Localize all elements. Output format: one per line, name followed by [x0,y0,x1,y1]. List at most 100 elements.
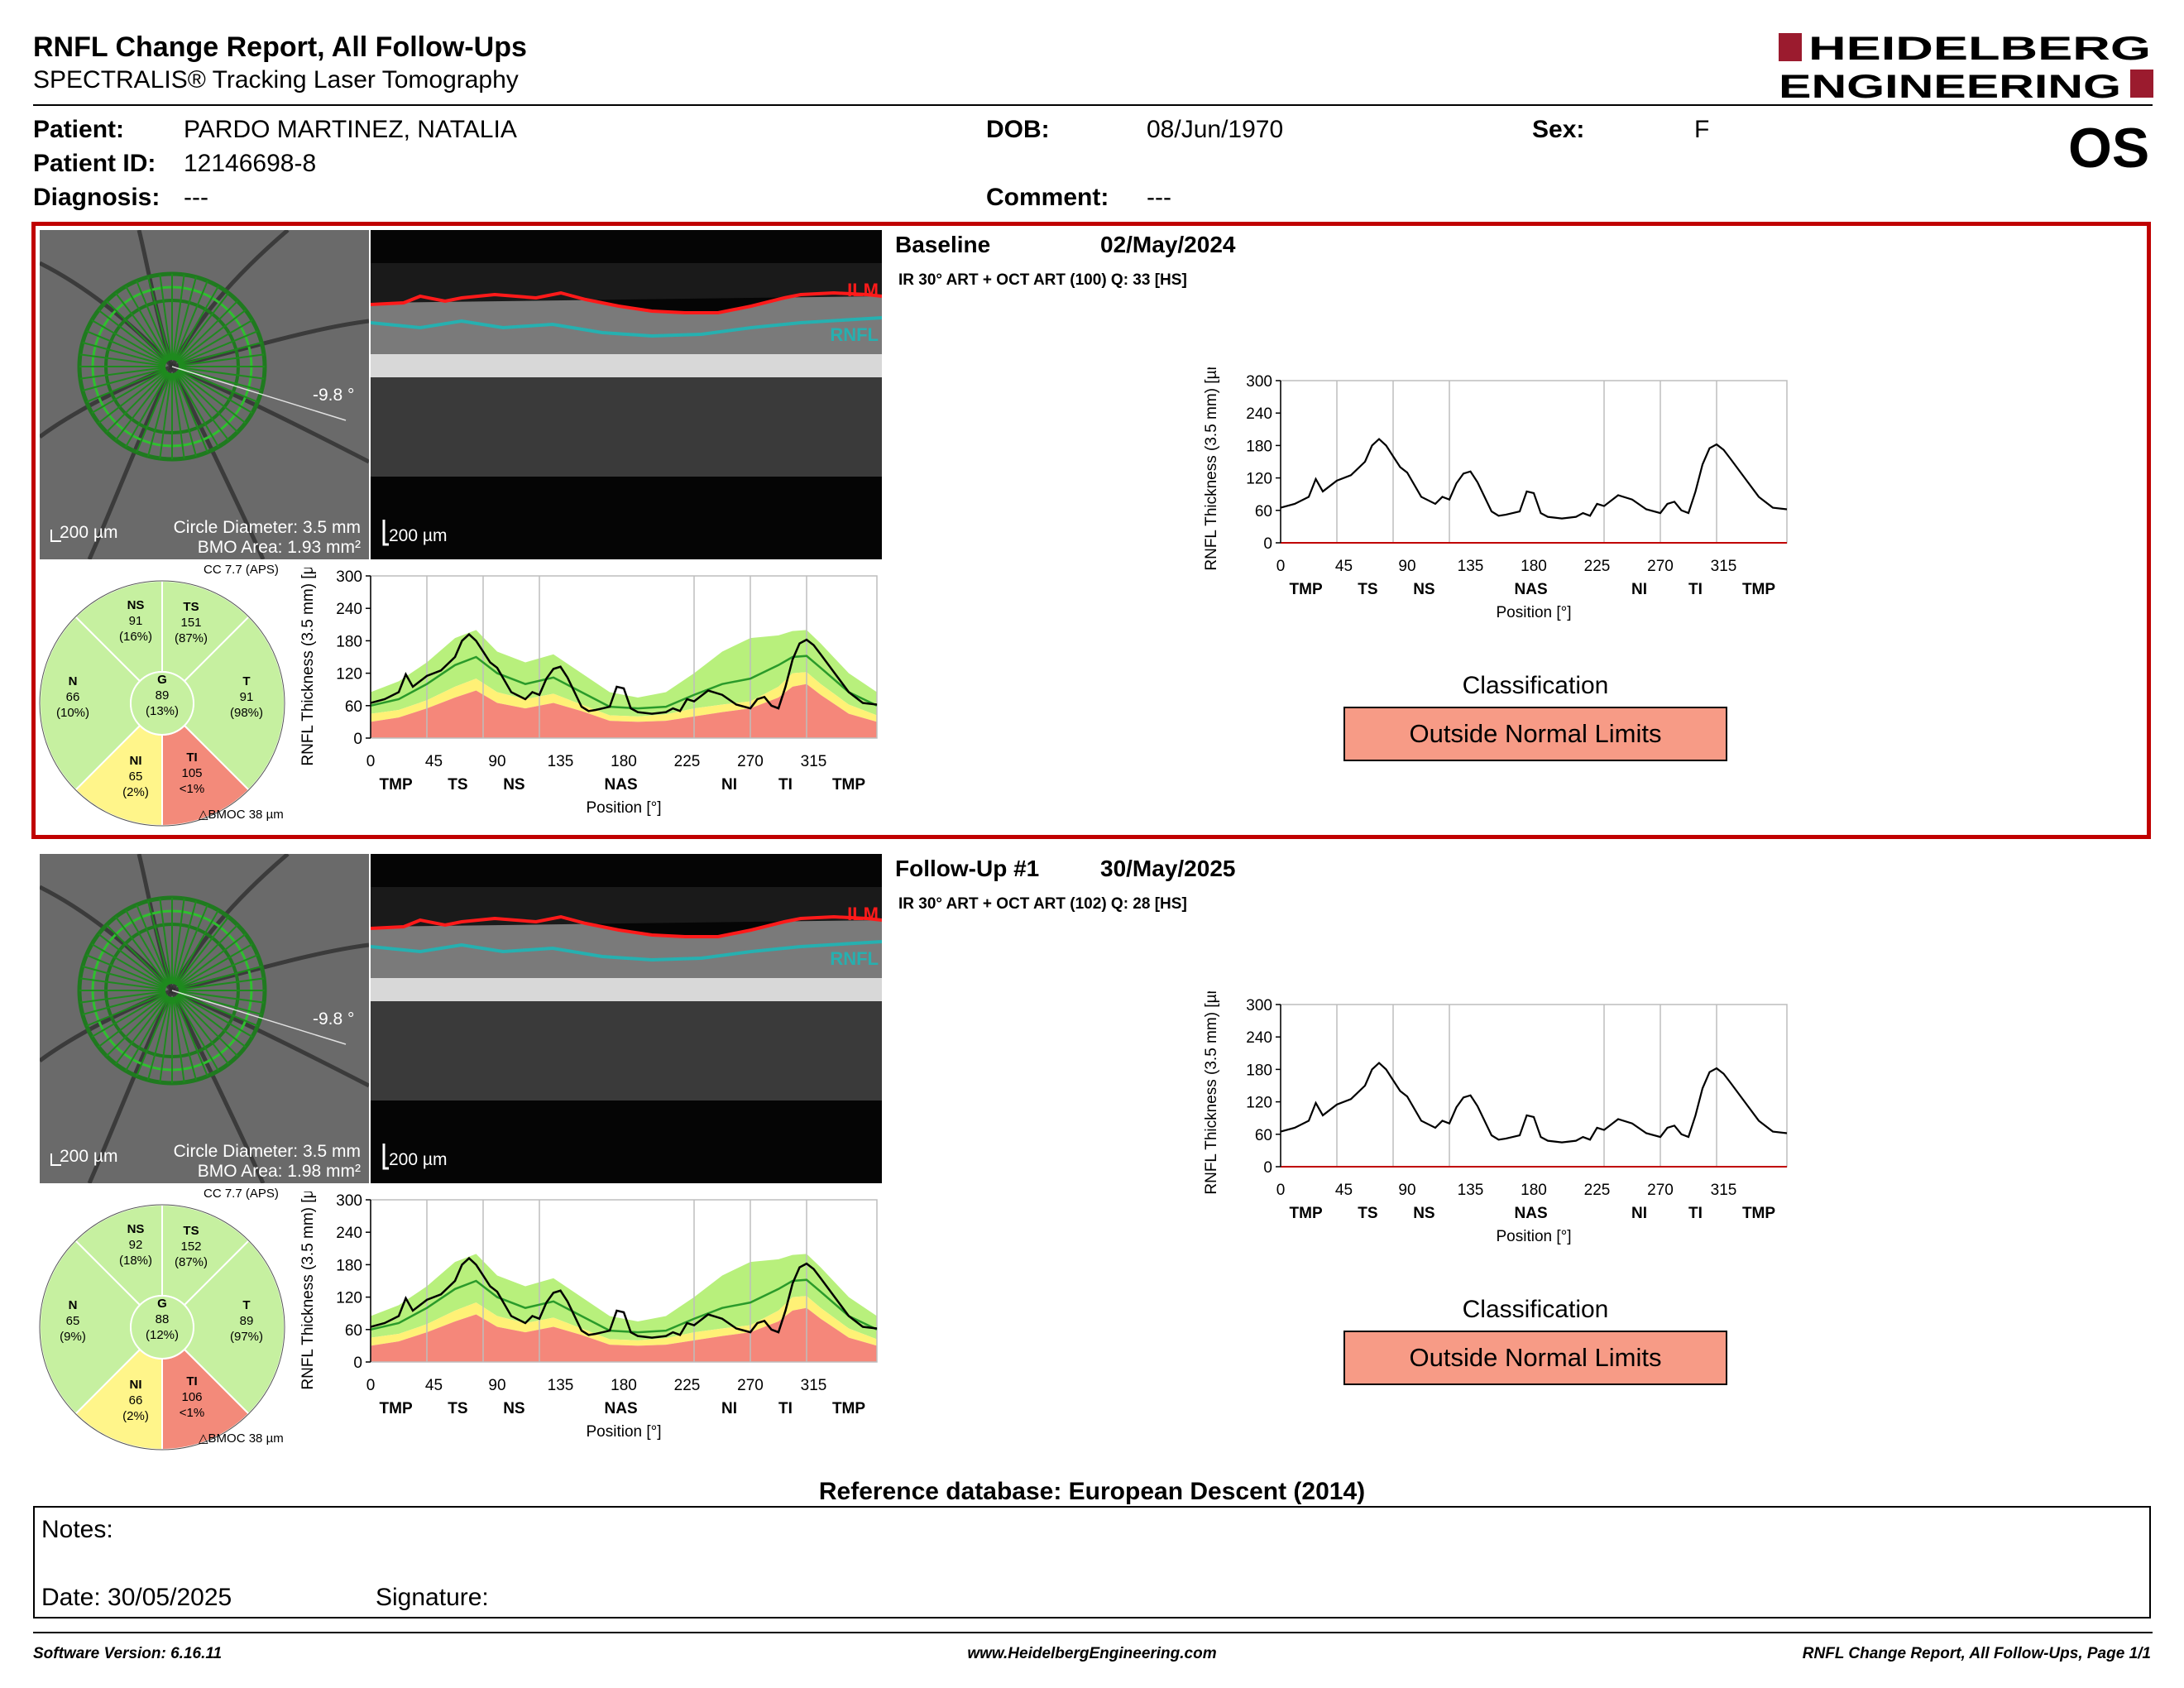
x-tick-label: 90 [1398,1182,1415,1199]
y-tick-label: 240 [1246,405,1272,423]
bscan-scale-bar [382,1144,389,1170]
heidelberg-logo: HEIDELBERG ENGINEERING [1779,31,2153,102]
x-tick-label: 45 [1335,1182,1353,1199]
radial-scan-line [178,330,258,365]
sector-label-ni: NI [130,754,142,768]
y-tick-label: 240 [336,601,362,618]
radial-scan-line [86,330,166,365]
bmoc-value: BMOC 38 µm [208,1431,284,1446]
y-axis-title: RNFL Thickness (3.5 mm) [µm] [1203,367,1220,571]
y-tick-label: 120 [1246,471,1272,488]
angle-line [171,990,347,1045]
sector-value-ns: 92 [129,1238,143,1252]
cc-label: CC 7.7 (APS) [204,563,279,577]
x-tick-label: 0 [1276,1182,1286,1199]
radial-scan-line [175,916,229,986]
oct-bscan-image: ILM RNFL 200 µm [371,854,882,1183]
sector-pie-chart: NS 91 (16%) TS 151(87%) N 66 (10%) G89(13%) T 91 (9… [39,579,285,827]
choroid [371,377,882,477]
radial-scan-line [82,966,166,990]
y-axis-title: RNFL Thickness (3.5 mm) [µm] [1203,991,1220,1195]
radial-scan-line [106,370,169,433]
rpe-band [371,354,882,379]
x-axis-title: Position [°] [586,799,661,817]
region-label: TI [1688,1205,1703,1222]
cc-label: CC 7.7 (APS) [204,1187,279,1201]
radial-scan-line [178,977,265,990]
website: www.HeidelbergEngineering.com [967,1645,1217,1662]
x-tick-label: 180 [611,753,637,770]
y-tick-label: 0 [1263,1159,1272,1177]
radial-scan-line [178,991,262,1015]
radial-scan-line [125,909,170,985]
y-tick-label: 60 [345,1322,362,1340]
angle-line [171,366,347,421]
region-label: TMP [1742,1205,1775,1222]
ilm-label: ILM [847,280,879,300]
x-tick-label: 315 [1711,558,1737,575]
x-tick-label: 45 [425,753,443,770]
retinal-vessel [87,365,175,559]
x-tick-label: 90 [488,753,505,770]
region-label: NI [1631,581,1647,598]
circle-diameter-label: Circle Diameter: 3.5 mm [174,1142,361,1161]
x-tick-label: 270 [1647,1182,1674,1199]
rnfl-label: RNFL [830,324,879,345]
baseline-highlight-frame [31,222,2151,839]
ilm-label: ILM [847,904,879,924]
x-tick-label: 180 [1521,558,1547,575]
radial-scan-line [98,933,168,987]
rnfl-thickness-line [370,632,878,715]
sector-pct-ts: (87%) [175,631,208,645]
x-tick-label: 270 [737,1377,764,1394]
radial-scan-line [147,996,171,1081]
sector-value-g: 89 [156,688,170,703]
sector-value-n: 66 [66,690,80,704]
radial-scan-line [178,367,265,380]
sector-pie-chart: NS 92 (18%) TS 152(87%) N 65 (9%) G88 (12%) T 89 (97… [39,1203,285,1451]
notes-box: Notes: Date: 30/05/2025 Signature: [33,1506,2151,1618]
region-label: TMP [380,1400,413,1417]
y-tick-label: 180 [1246,438,1272,455]
plot-frame [1280,1004,1788,1168]
radial-scan-line [176,309,247,363]
normative-mean-line [370,655,878,710]
radial-scan-line [115,371,169,441]
radial-scan-line [159,274,172,361]
sector-pct-ns: (16%) [119,630,152,644]
x-tick-label: 90 [488,1377,505,1394]
visit-date: 02/May/2024 [1100,232,1236,257]
radial-scan-line [173,900,197,985]
radial-scan-line [178,342,262,366]
radial-scan-line [175,371,229,441]
borderline-band-yellow [371,1296,877,1346]
radial-scan-line [173,996,197,1081]
radial-scan-line [176,370,247,424]
rnfl-profile-chart-normative: 0 60 120 180 240 300 0 45 90 135 180 225 270 315 TMP TS… [299,568,878,817]
dob-label: DOB: [986,116,1050,143]
x-tick-label: 225 [1584,1182,1611,1199]
region-label: NS [503,776,524,794]
radial-scan-line [98,994,168,1048]
y-tick-label: 120 [1246,1095,1272,1112]
report-subtitle: SPECTRALIS® Tracking Laser Tomography [33,66,519,94]
y-tick-label: 300 [336,568,362,586]
region-label: TMP [832,1400,865,1417]
radial-scan-line [175,924,238,987]
radial-scan-line [91,319,167,364]
eye-laterality: OS [2068,117,2150,180]
radial-scan-line [174,281,208,361]
region-label: TS [1358,581,1377,598]
footer-divider [33,1632,2153,1633]
y-tick-label: 300 [336,1192,362,1210]
sector-value-ni: 66 [129,1393,143,1407]
radial-scan-line [173,372,197,457]
region-label: NI [1631,1205,1647,1222]
y-tick-label: 300 [1246,373,1272,391]
x-tick-label: 270 [737,753,764,770]
bmoc-label: △BMOC 38 µm [199,1431,284,1446]
radial-scan-line [159,372,172,459]
radial-scan-line [159,898,172,985]
radial-scan-line [159,996,172,1083]
